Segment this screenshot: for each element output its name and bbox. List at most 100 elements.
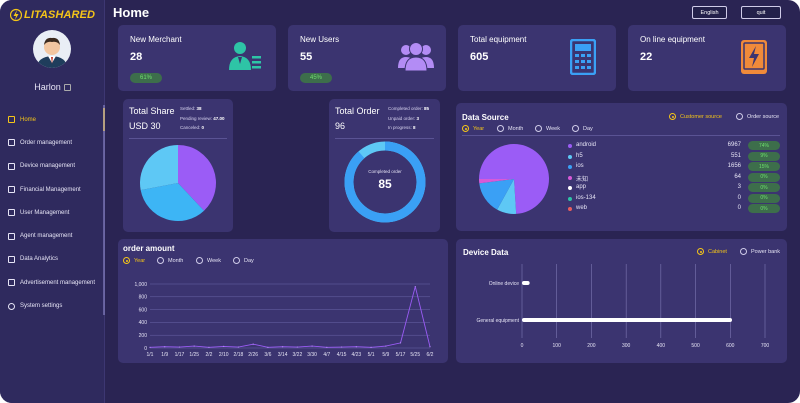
radio-dot [196,257,203,264]
bolt-icon [10,8,22,22]
sidebar-scrollbar[interactable] [103,105,105,315]
advertisement-icon [8,279,15,287]
x-tick-label: 5/25 [410,352,420,358]
radio-dot [669,113,676,120]
settled-label: Settled: [180,106,196,111]
order-amount-point [355,346,357,348]
radio-dot [157,257,164,264]
legend-value: 3 [737,184,741,190]
legend-value: 1656 [727,163,741,169]
language-select[interactable]: English [692,6,727,19]
y-tick-label: 0 [144,346,147,352]
edit-icon[interactable] [63,84,71,92]
legend-row: web 0 0% [566,204,781,215]
order-amount-point [208,346,210,348]
order-amount-line-chart: 0 200 400 600 800 1,000 1/1 1/9 1/17 1/25 2/2 2/10 2… [134,282,433,358]
radio-label: Cabinet [708,248,727,255]
data-source-pie-chart [479,144,549,214]
oa-period-week[interactable]: Week [196,257,221,264]
radio-dot [736,113,743,120]
share-slice-0 [178,145,216,211]
sidebar-item-order-management[interactable]: Order management [0,131,105,154]
total-share-pie-chart [140,145,216,221]
sidebar-item-financial-management[interactable]: Financial Management [0,178,105,201]
x-tick-label: 2/10 [219,352,229,358]
ds-period-year[interactable]: Year [462,125,484,132]
merchant-icon [229,42,261,70]
total-order-ring-chart [344,141,426,223]
sidebar-item-label: Advertisement management [20,279,96,286]
legend-row: h5 551 9% [566,151,781,163]
settled-value: 38 [196,106,202,111]
radio-label: Year [134,257,146,264]
order-amount-point [326,346,328,348]
legend-row: ios 1656 15% [566,162,781,173]
sidebar-item-label: User Management [20,209,70,216]
stat-title: New Users [300,35,340,44]
divider [335,138,434,139]
completed-row: Completed order: 85 [388,104,429,114]
sidebar-item-device-management[interactable]: Device management [0,155,105,178]
analytics-icon [8,255,15,263]
legend-row: ios-134 0 0% [566,193,781,205]
radio-label: Day [583,125,593,132]
data-source-title: Data Source [462,113,509,122]
stat-title: Total equipment [470,35,527,44]
total-share-title: Total Share [129,106,175,116]
stat-badge: 61% [130,73,162,83]
y-tick-label: 400 [139,320,148,326]
sidebar-item-user-management[interactable]: User Management [0,201,105,224]
source-slice-0 [479,144,549,214]
x-tick-label: 600 [726,343,735,349]
user-name-text: Harlon [34,82,61,92]
order-amount-point [414,285,416,288]
x-tick-label: 4/7 [323,352,330,358]
oa-period-year[interactable]: Year [123,257,145,264]
source-slice-2 [479,179,514,210]
order-amount-line [149,286,431,348]
stat-value: 22 [640,51,653,63]
source-slice-3 [479,179,514,184]
sidebar-item-agent-management[interactable]: Agent management [0,224,105,247]
sidebar-item-label: Data Analytics [20,256,59,263]
power-bank-radio[interactable]: Power bank [740,248,780,255]
sidebar-item-system-settings[interactable]: System settings [0,294,105,317]
customer-source-radio[interactable]: Customer source [669,113,722,120]
cabinet-radio[interactable]: Cabinet [697,248,727,255]
x-tick-label: 5/1 [368,352,375,358]
stat-title: New Merchant [130,35,182,44]
order-icon [8,139,15,147]
legend-dot [568,207,572,211]
x-tick-label: 1/1 [147,352,154,358]
ds-period-day[interactable]: Day [572,125,593,132]
finance-icon [8,186,15,194]
order-source-radio[interactable]: Order source [736,113,779,120]
ds-period-week[interactable]: Week [535,125,560,132]
device-data-bar-chart: 0 100 200 300 400 500 600 700 Online device Gener… [476,264,769,349]
x-tick-label: 3/6 [264,352,271,358]
y-tick-label: 200 [139,333,148,339]
legend-value: 0 [737,194,741,201]
oa-period-month[interactable]: Month [157,257,183,264]
quit-button[interactable]: quit [741,6,781,19]
avatar[interactable] [33,30,71,68]
pending-label: Pending review: [180,115,213,121]
ds-period-month[interactable]: Month [497,125,523,132]
oa-period-day[interactable]: Day [233,257,254,264]
legend-row: android 6967 74% [566,141,781,152]
unpaid-label: Unpaid order: [388,115,416,121]
x-tick-label: 4/23 [351,352,361,358]
sidebar-item-advertisement-management[interactable]: Advertisement management [0,271,105,294]
x-tick-label: 1/25 [189,352,199,358]
radio-label: Customer source [680,113,722,120]
order-amount-point [296,346,298,348]
sidebar-item-home[interactable]: Home [0,108,105,132]
total-order-card: Total Order 96 Completed order: 85 Unpai… [329,99,440,232]
order-amount-point [399,342,402,344]
order-amount-point [311,345,313,347]
y-tick-label: 1,000 [134,282,147,288]
x-tick-label: 100 [553,343,562,349]
sidebar-item-data-analytics[interactable]: Data Analytics [0,248,105,271]
calculator-icon [570,39,596,75]
legend-percent: 0% [748,172,780,182]
